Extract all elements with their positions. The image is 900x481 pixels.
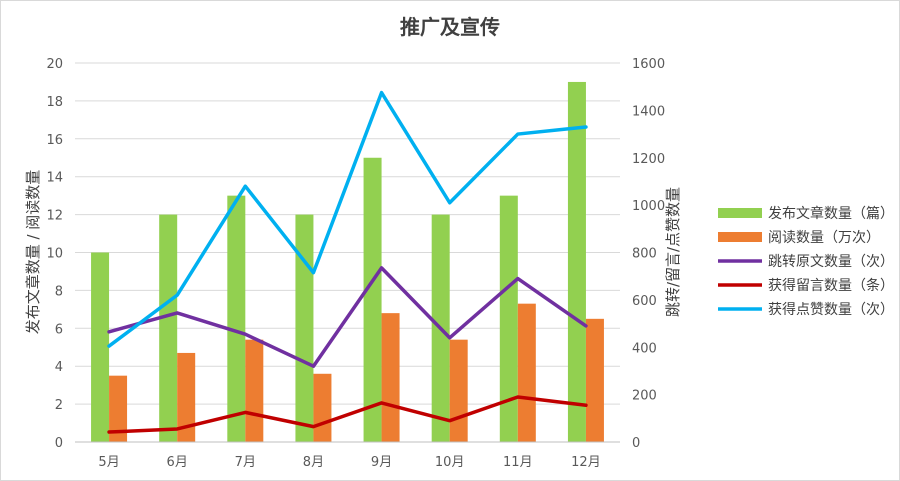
legend-swatch-0 [718, 208, 762, 218]
y-left-tick-label: 20 [46, 57, 63, 72]
bar-series-0 [159, 214, 178, 442]
y-right-tick-label: 1400 [632, 104, 665, 119]
x-tick-label: 11月 [503, 455, 533, 470]
legend-label-2: 跳转原文数量（次） [768, 254, 894, 270]
legend-label-0: 发布文章数量（篇） [768, 205, 894, 222]
bar-series-0 [227, 195, 246, 442]
bar-series-1 [585, 318, 604, 442]
y-left-tick-label: 2 [55, 398, 63, 413]
bar-series-1 [177, 352, 196, 442]
legend-label-3: 获得留言数量（条） [768, 277, 894, 294]
y-left-tick-label: 10 [46, 247, 63, 262]
y-axis-left-title: 发布文章数量 / 阅读数量 [24, 170, 42, 335]
bar-series-0 [363, 157, 382, 442]
y-left-tick-label: 16 [46, 133, 63, 148]
x-tick-label: 9月 [371, 455, 392, 470]
bar-series-1 [449, 339, 468, 442]
bar-series-1 [245, 339, 264, 442]
legend: 发布文章数量（篇） 阅读数量（万次） 跳转原文数量（次） 获得留言数量（条） 获得点赞数… [718, 205, 894, 318]
y-right-tick-label: 600 [632, 294, 657, 309]
y-left-tick-label: 4 [55, 360, 63, 375]
y-left-tick-label: 0 [55, 436, 63, 451]
x-tick-label: 8月 [303, 455, 324, 470]
y-axis-right-title: 跳转/留言/点赞数量 [664, 187, 682, 317]
y-right-tick-label: 800 [632, 247, 657, 262]
y-right-tick-label: 1600 [632, 57, 665, 72]
bar-series-1 [313, 373, 332, 442]
y-right-tick-label: 0 [632, 436, 640, 451]
y-right-tick-label: 200 [632, 389, 657, 404]
x-tick-label: 6月 [167, 455, 188, 470]
line-series-2 [107, 266, 588, 368]
bar-layer [91, 81, 604, 442]
bar-series-0 [91, 252, 110, 442]
axis-layer: 0246810121416182002004006008001000120014… [46, 57, 665, 470]
y-left-tick-label: 12 [46, 209, 63, 224]
line-layer [107, 90, 588, 434]
chart-title: 推广及宣传 [400, 15, 500, 39]
bar-series-1 [109, 375, 128, 442]
legend-label-4: 获得点赞数量（次） [768, 301, 894, 318]
line-series-3 [107, 395, 588, 434]
bar-series-1 [517, 303, 536, 442]
y-left-tick-label: 6 [55, 322, 63, 337]
bar-series-1 [381, 313, 400, 442]
y-left-tick-label: 8 [55, 284, 63, 299]
y-left-tick-label: 18 [46, 95, 63, 110]
legend-label-1: 阅读数量（万次） [768, 229, 880, 246]
y-right-tick-label: 1000 [632, 199, 665, 214]
x-tick-label: 5月 [98, 455, 119, 470]
y-left-tick-label: 14 [46, 171, 63, 186]
legend-swatch-1 [718, 232, 762, 242]
x-tick-label: 12月 [571, 455, 601, 470]
y-right-tick-label: 400 [632, 341, 657, 356]
bar-series-0 [567, 81, 586, 442]
bar-series-0 [499, 195, 518, 442]
x-tick-label: 7月 [235, 455, 256, 470]
x-tick-label: 10月 [435, 455, 465, 470]
y-right-tick-label: 1200 [632, 152, 665, 167]
bar-series-0 [295, 214, 314, 442]
line-series-4 [107, 90, 588, 348]
